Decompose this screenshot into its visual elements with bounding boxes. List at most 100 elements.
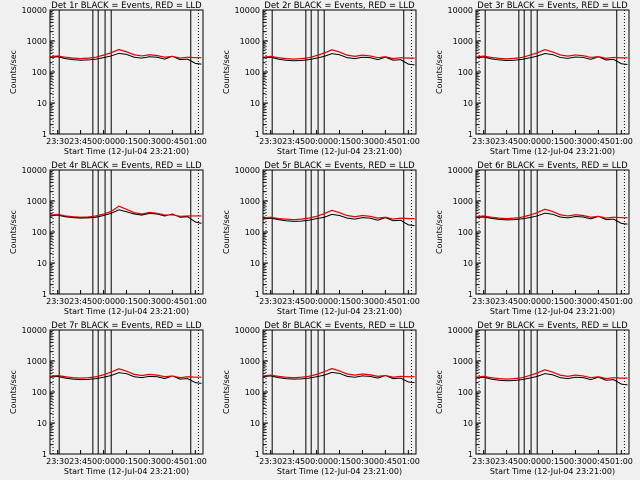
y-tick-label: 100 [245, 228, 260, 237]
det-chart-1: Det 1r BLACK = Events, RED = LLD 1 10 100 10… [9, 1, 207, 156]
series-line-lld [49, 368, 202, 379]
series-line-events [475, 212, 628, 225]
y-axis-label: Counts/sec [435, 50, 444, 94]
y-tick-label: 10 [463, 419, 473, 428]
chart-title: Det 5r BLACK = Events, RED = LLD [264, 161, 415, 171]
x-tick-label: 00:45 [587, 137, 610, 146]
x-tick-label: 00:30 [138, 457, 161, 466]
y-tick-label: 10000 [448, 326, 473, 335]
x-tick-label: 00:00 [305, 457, 328, 466]
series-line-lld [475, 369, 628, 380]
x-tick-label: 23:30 [472, 457, 495, 466]
x-tick-label: 00:00 [305, 137, 328, 146]
x-tick-label: 00:15 [541, 457, 564, 466]
det-chart-5: Det 5r BLACK = Events, RED = LLD 1 10 100 10… [222, 161, 420, 316]
y-tick-label: 100 [32, 388, 47, 397]
y-tick-label: 1000 [240, 197, 260, 206]
x-axis-label: Start Time (12-Jul-04 23:21:00) [64, 467, 189, 476]
y-tick-label: 1 [468, 130, 473, 139]
y-tick-label: 10000 [235, 326, 260, 335]
y-tick-label: 10000 [235, 6, 260, 15]
y-axis-label: Counts/sec [222, 370, 231, 414]
series-line-events [262, 213, 415, 227]
x-axis-label: Start Time (12-Jul-04 23:21:00) [64, 147, 189, 156]
series-line-events [49, 52, 202, 65]
y-tick-label: 1000 [27, 197, 47, 206]
y-tick-label: 1 [42, 290, 47, 299]
x-tick-label: 01:00 [610, 457, 633, 466]
y-tick-label: 1 [42, 450, 47, 459]
y-tick-label: 10 [463, 99, 473, 108]
x-tick-label: 00:45 [374, 297, 397, 306]
x-tick-label: 23:45 [69, 297, 92, 306]
series-line-lld [475, 49, 628, 60]
plot-frame [49, 169, 204, 295]
det-chart-9: Det 9r BLACK = Events, RED = LLD 1 10 100 10… [435, 321, 633, 476]
x-tick-label: 00:00 [305, 297, 328, 306]
x-tick-label: 00:30 [351, 137, 374, 146]
x-tick-label: 00:15 [115, 297, 138, 306]
y-tick-label: 10 [250, 419, 260, 428]
y-tick-label: 1 [255, 450, 260, 459]
x-axis-label: Start Time (12-Jul-04 23:21:00) [490, 467, 615, 476]
x-tick-label: 00:00 [92, 297, 115, 306]
y-axis-label: Counts/sec [435, 370, 444, 414]
series-line-lld [262, 49, 415, 60]
x-tick-label: 23:45 [282, 297, 305, 306]
series-line-lld [49, 48, 202, 60]
series-line-events [475, 52, 628, 65]
x-tick-label: 00:45 [587, 457, 610, 466]
y-axis-label: Counts/sec [222, 50, 231, 94]
chart-title: Det 9r BLACK = Events, RED = LLD [477, 321, 628, 331]
plot-frame [475, 9, 630, 135]
x-tick-label: 00:30 [138, 297, 161, 306]
chart-title: Det 4r BLACK = Events, RED = LLD [51, 161, 202, 171]
x-axis-label: Start Time (12-Jul-04 23:21:00) [490, 147, 615, 156]
x-tick-label: 00:15 [115, 457, 138, 466]
y-tick-label: 1 [255, 290, 260, 299]
y-tick-label: 100 [458, 228, 473, 237]
x-tick-label: 00:00 [518, 297, 541, 306]
x-tick-label: 00:15 [328, 137, 351, 146]
y-tick-label: 100 [32, 68, 47, 77]
x-tick-label: 01:00 [184, 137, 207, 146]
x-tick-label: 23:30 [259, 137, 282, 146]
x-tick-label: 00:00 [92, 137, 115, 146]
x-tick-label: 23:45 [69, 137, 92, 146]
x-tick-label: 23:30 [259, 457, 282, 466]
x-tick-label: 00:30 [138, 137, 161, 146]
x-tick-label: 00:45 [161, 297, 184, 306]
x-tick-label: 00:15 [328, 457, 351, 466]
x-tick-label: 00:15 [541, 297, 564, 306]
x-axis-label: Start Time (12-Jul-04 23:21:00) [277, 467, 402, 476]
det-chart-2: Det 2r BLACK = Events, RED = LLD 1 10 100 10… [222, 1, 420, 156]
y-tick-label: 10000 [448, 166, 473, 175]
x-tick-label: 00:00 [518, 137, 541, 146]
x-tick-label: 23:30 [46, 457, 69, 466]
chart-title: Det 2r BLACK = Events, RED = LLD [264, 1, 415, 11]
x-tick-label: 00:15 [541, 137, 564, 146]
x-axis-label: Start Time (12-Jul-04 23:21:00) [64, 307, 189, 316]
y-axis-label: Counts/sec [9, 50, 18, 94]
x-tick-label: 00:00 [92, 457, 115, 466]
plot-frame [49, 329, 204, 455]
chart-title: Det 3r BLACK = Events, RED = LLD [477, 1, 628, 11]
x-tick-label: 00:45 [374, 457, 397, 466]
x-axis-label: Start Time (12-Jul-04 23:21:00) [277, 147, 402, 156]
series-line-events [475, 373, 628, 386]
y-tick-label: 10000 [22, 6, 47, 15]
plot-frame [49, 9, 204, 135]
y-tick-label: 10 [250, 259, 260, 268]
y-tick-label: 10 [250, 99, 260, 108]
x-tick-label: 23:30 [472, 137, 495, 146]
plot-frame [262, 9, 417, 135]
x-axis-label: Start Time (12-Jul-04 23:21:00) [490, 307, 615, 316]
plot-frame [262, 329, 417, 455]
det-chart-4: Det 4r BLACK = Events, RED = LLD 1 10 100 10… [9, 161, 207, 316]
y-axis-label: Counts/sec [9, 370, 18, 414]
det-chart-8: Det 8r BLACK = Events, RED = LLD 1 10 100 10… [222, 321, 420, 476]
det-chart-7: Det 7r BLACK = Events, RED = LLD 1 10 100 10… [9, 321, 207, 476]
y-tick-label: 10000 [22, 166, 47, 175]
x-tick-label: 00:15 [115, 137, 138, 146]
y-tick-label: 10 [37, 419, 47, 428]
